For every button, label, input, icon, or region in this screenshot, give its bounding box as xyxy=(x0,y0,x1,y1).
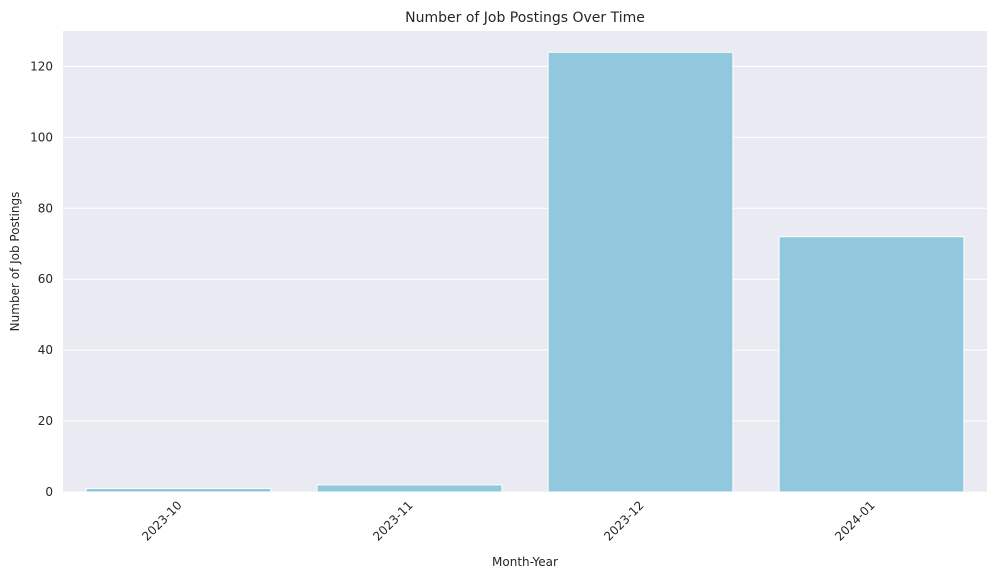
x-tick-label: 2023-11 xyxy=(370,498,415,543)
y-axis-ticks: 0 20 40 60 80 100 120 xyxy=(30,59,53,499)
y-tick-label: 20 xyxy=(38,414,53,428)
y-tick-label: 120 xyxy=(30,59,53,73)
y-tick-label: 0 xyxy=(45,485,53,499)
x-axis-label: Month-Year xyxy=(492,555,558,569)
x-tick-label: 2023-12 xyxy=(601,498,646,543)
bars xyxy=(85,51,965,493)
y-tick-label: 40 xyxy=(38,343,53,357)
x-tick-label: 2023-10 xyxy=(139,498,184,543)
bar-2023-11 xyxy=(316,484,503,493)
x-tick-label: 2024-01 xyxy=(832,498,877,543)
y-axis-label: Number of Job Postings xyxy=(8,192,22,332)
x-axis-ticks: 2023-10 2023-11 2023-12 2024-01 xyxy=(139,498,877,543)
chart-title: Number of Job Postings Over Time xyxy=(405,10,645,26)
bar-2024-01 xyxy=(778,236,965,493)
bar-2023-12 xyxy=(547,51,734,493)
y-tick-label: 100 xyxy=(30,130,53,144)
y-tick-label: 60 xyxy=(38,272,53,286)
bar-2023-10 xyxy=(85,487,272,493)
y-tick-label: 80 xyxy=(38,201,53,215)
